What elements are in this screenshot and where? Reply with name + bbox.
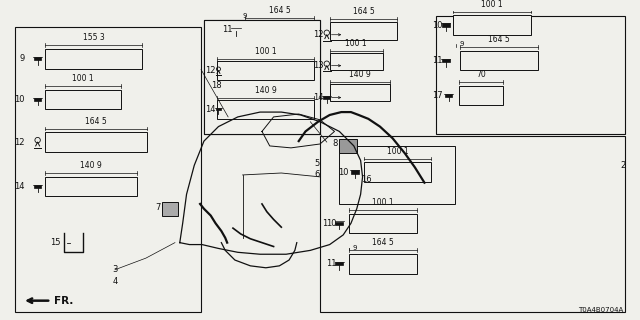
Text: 9: 9 <box>353 245 357 252</box>
Bar <box>330 22 397 40</box>
Text: 9: 9 <box>460 41 464 47</box>
Text: 140 9: 140 9 <box>255 86 276 95</box>
Bar <box>45 132 147 152</box>
Text: 6: 6 <box>315 171 320 180</box>
Bar <box>163 202 178 216</box>
Text: 164 5: 164 5 <box>85 116 107 126</box>
Text: 14: 14 <box>15 182 25 191</box>
Bar <box>364 162 431 182</box>
Text: 155 3: 155 3 <box>83 34 104 43</box>
Text: 5: 5 <box>315 159 320 168</box>
Bar <box>45 90 121 109</box>
Bar <box>320 136 625 312</box>
Text: 164 5: 164 5 <box>269 6 291 15</box>
Bar <box>244 20 314 40</box>
Text: 12: 12 <box>314 30 324 39</box>
Text: 11: 11 <box>326 260 337 268</box>
Text: 100 1: 100 1 <box>255 47 276 56</box>
Text: 11: 11 <box>223 25 233 34</box>
Text: 9: 9 <box>243 13 247 19</box>
Text: 12: 12 <box>205 66 216 75</box>
Bar <box>460 86 503 105</box>
Bar <box>339 139 356 153</box>
Text: 11: 11 <box>432 56 443 65</box>
Bar <box>351 171 358 173</box>
Text: T0A4B0704A: T0A4B0704A <box>579 307 623 313</box>
Bar <box>454 15 531 35</box>
Bar <box>45 49 142 68</box>
Bar <box>330 84 390 101</box>
Text: 164 5: 164 5 <box>488 36 510 44</box>
Text: 9: 9 <box>20 54 25 63</box>
Text: FR.: FR. <box>54 296 74 306</box>
Text: 16: 16 <box>361 175 372 184</box>
Text: 13: 13 <box>313 61 324 70</box>
Text: 10: 10 <box>326 219 337 228</box>
Bar <box>223 78 244 96</box>
Bar <box>204 20 320 134</box>
Bar <box>335 222 343 225</box>
Bar <box>442 23 449 27</box>
Bar <box>34 98 42 101</box>
Text: 100 1: 100 1 <box>481 0 503 9</box>
Text: 164 5: 164 5 <box>372 238 394 247</box>
Bar <box>339 146 456 204</box>
Text: 18: 18 <box>211 82 221 91</box>
Bar <box>15 27 201 312</box>
Text: 164 5: 164 5 <box>353 7 374 16</box>
Text: 100 1: 100 1 <box>72 74 94 83</box>
Bar <box>34 185 42 188</box>
Text: 17: 17 <box>432 91 443 100</box>
Text: 8: 8 <box>332 140 337 148</box>
Text: 140 9: 140 9 <box>81 161 102 170</box>
Bar <box>436 16 625 134</box>
Bar <box>445 94 452 97</box>
Bar <box>218 61 314 80</box>
Bar <box>45 177 137 196</box>
Bar <box>335 262 343 266</box>
Bar <box>442 59 449 62</box>
Text: 100 1: 100 1 <box>346 39 367 48</box>
Text: 70: 70 <box>476 70 486 79</box>
Text: 14: 14 <box>205 105 216 114</box>
Text: 100 1: 100 1 <box>387 147 408 156</box>
Bar <box>232 28 240 31</box>
Text: 12: 12 <box>15 138 25 147</box>
Text: 7: 7 <box>155 203 161 212</box>
Text: 3: 3 <box>112 265 118 274</box>
Bar <box>323 96 331 99</box>
Text: 14: 14 <box>314 93 324 102</box>
Text: 4: 4 <box>113 277 118 286</box>
Text: 1: 1 <box>323 219 328 228</box>
Bar <box>330 53 383 70</box>
Bar <box>460 51 538 70</box>
Bar <box>216 108 221 110</box>
Bar <box>204 20 320 134</box>
Bar <box>34 57 42 60</box>
Bar <box>349 214 417 233</box>
Text: 15: 15 <box>51 238 61 247</box>
Text: 10: 10 <box>339 168 349 177</box>
Text: 2: 2 <box>620 161 625 170</box>
Bar <box>218 100 314 119</box>
Text: 10: 10 <box>432 20 443 29</box>
Text: 140 9: 140 9 <box>349 70 371 79</box>
Text: 10: 10 <box>15 95 25 104</box>
Bar <box>349 254 417 274</box>
Text: 100 1: 100 1 <box>372 198 394 207</box>
